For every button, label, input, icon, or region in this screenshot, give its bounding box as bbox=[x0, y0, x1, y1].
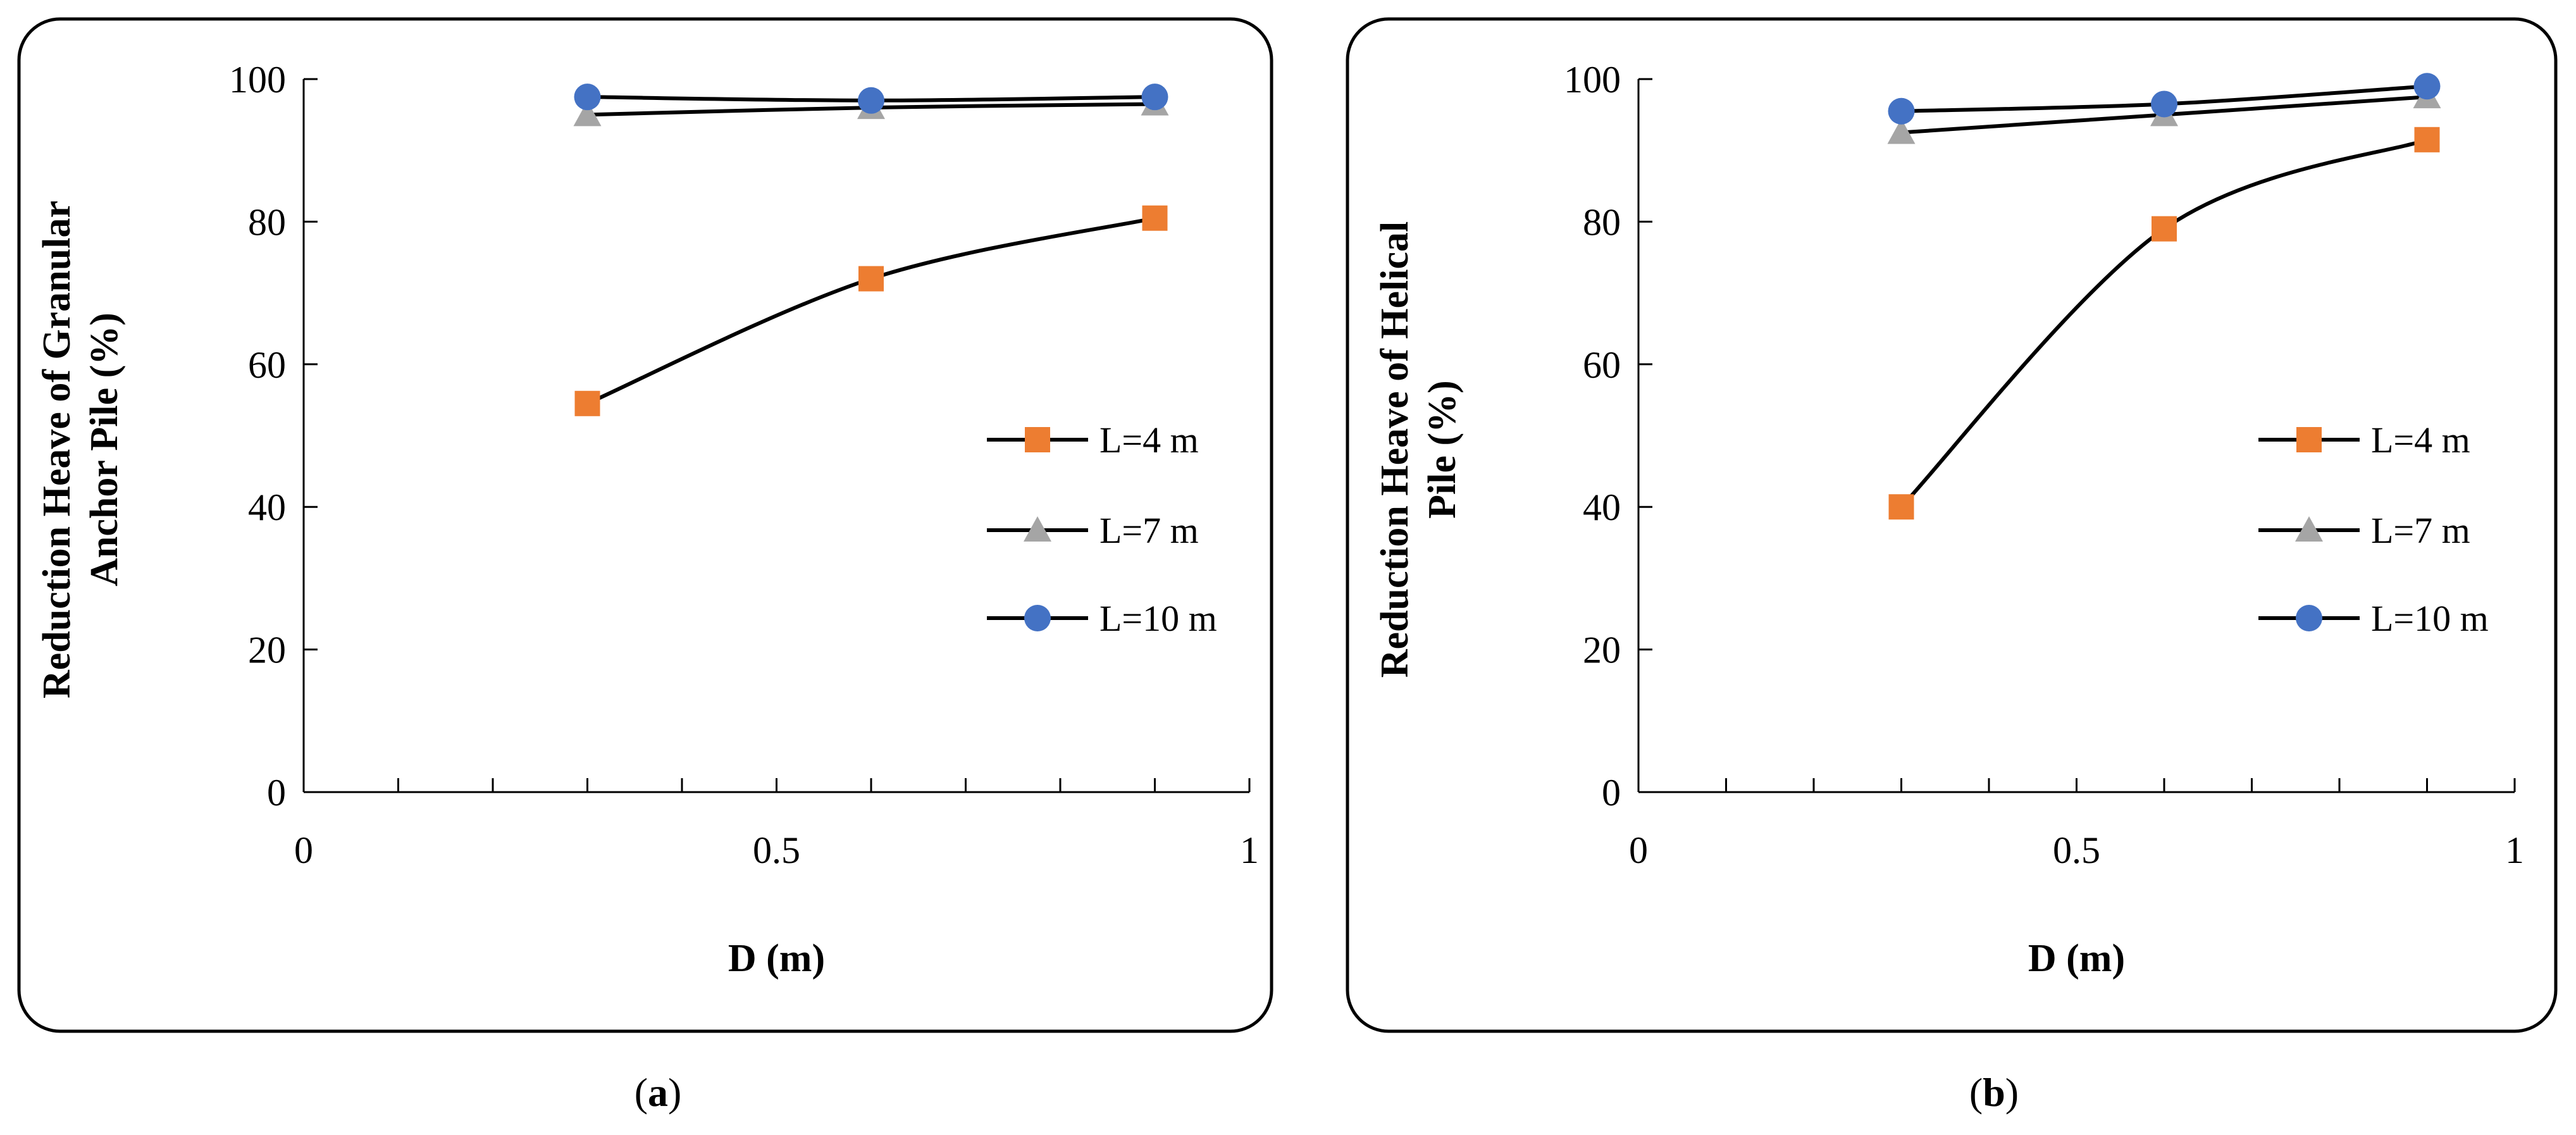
y-tick-label: 80 bbox=[1583, 201, 1621, 243]
data-point-l-7-m bbox=[573, 101, 602, 127]
legend-label-l-10-m: L=10 m bbox=[2371, 598, 2489, 639]
y-tick-label: 60 bbox=[1583, 344, 1621, 386]
legend-label-l-4-m: L=4 m bbox=[2371, 419, 2470, 461]
y-axis-title-line2: Anchor Pile (%) bbox=[83, 313, 126, 586]
data-point-l-4-m bbox=[2414, 127, 2440, 152]
chart-panel-a: 0 20 40 60 80 100 0 0.5 1 D (m) Reduction Heave of… bbox=[17, 17, 1273, 1033]
chart-frame bbox=[1346, 17, 2558, 1033]
caption-a-letter: a bbox=[648, 1070, 668, 1115]
chart-panel-b: 0 20 40 60 80 100 0 0.5 1 D (m) Reduction Heave of… bbox=[1346, 17, 2558, 1033]
x-tick-label: 0.5 bbox=[753, 829, 800, 871]
data-point-l-4-m bbox=[858, 266, 884, 292]
y-tick-label: 0 bbox=[267, 772, 286, 814]
data-point-l-4-m bbox=[2152, 216, 2177, 242]
legend-marker-l-10-m bbox=[2296, 605, 2322, 631]
legend-marker-l-4-m bbox=[1025, 427, 1050, 452]
legend-label-l-7-m: L=7 m bbox=[1099, 510, 1199, 551]
y-tick-label: 20 bbox=[248, 630, 286, 671]
y-axis-title-line2: Pile (%) bbox=[1421, 380, 1464, 519]
data-point-l-7-m bbox=[1887, 118, 1916, 144]
caption-b-letter: b bbox=[1983, 1070, 2005, 1115]
y-tick-label: 60 bbox=[248, 344, 286, 386]
x-tick-label: 0 bbox=[294, 829, 313, 871]
y-tick-label: 100 bbox=[1564, 59, 1621, 101]
y-axis-title-line1: Reduction Heave of Helical bbox=[1373, 221, 1416, 678]
x-tick-label: 1 bbox=[1240, 829, 1259, 871]
data-point-l-4-m bbox=[1142, 205, 1168, 231]
data-point-l-10-m bbox=[2413, 73, 2441, 100]
data-point-l-10-m bbox=[574, 84, 601, 111]
legend-label-l-10-m: L=10 m bbox=[1099, 598, 1217, 639]
data-point-l-10-m bbox=[2151, 90, 2177, 118]
series-line-l-4-m bbox=[1900, 137, 2428, 509]
y-tick-label: 80 bbox=[248, 201, 286, 243]
y-axis-title-line1: Reduction Heave of Granular bbox=[35, 201, 78, 698]
data-point-l-10-m bbox=[1141, 84, 1168, 111]
x-axis-title: D (m) bbox=[728, 937, 825, 980]
x-axis-title: D (m) bbox=[2028, 937, 2125, 980]
x-tick-label: 0.5 bbox=[2053, 829, 2100, 871]
y-tick-label: 0 bbox=[1602, 772, 1621, 814]
chart-frame bbox=[17, 17, 1273, 1033]
x-tick-label: 1 bbox=[2505, 829, 2524, 871]
series-line-l-4-m bbox=[586, 216, 1156, 406]
y-tick-label: 100 bbox=[229, 59, 286, 101]
legend-marker-l-7-m bbox=[1024, 516, 1051, 542]
x-tick-label: 0 bbox=[1629, 829, 1648, 871]
y-tick-label: 40 bbox=[1583, 487, 1621, 528]
data-point-l-4-m bbox=[574, 390, 600, 416]
legend-marker-l-10-m bbox=[1024, 605, 1051, 631]
data-point-l-10-m bbox=[858, 87, 884, 114]
data-point-l-4-m bbox=[1888, 494, 1914, 520]
caption-b: (b) bbox=[1969, 1070, 2019, 1115]
legend-marker-l-4-m bbox=[2296, 427, 2322, 452]
legend-marker-l-7-m bbox=[2295, 516, 2323, 542]
caption-a: (a) bbox=[634, 1070, 682, 1115]
y-tick-label: 20 bbox=[1583, 630, 1621, 671]
legend-label-l-7-m: L=7 m bbox=[2371, 510, 2470, 551]
legend-label-l-4-m: L=4 m bbox=[1099, 419, 1199, 461]
y-tick-label: 40 bbox=[248, 487, 286, 528]
data-point-l-10-m bbox=[1888, 97, 1915, 125]
